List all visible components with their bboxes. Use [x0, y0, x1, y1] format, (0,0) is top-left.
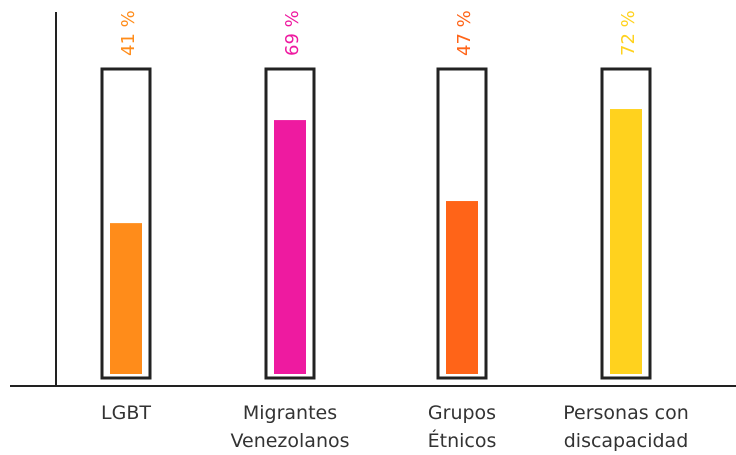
category-label-line: LGBT [101, 402, 151, 424]
category-label: Personas con discapacidad [546, 399, 706, 455]
bar [446, 201, 478, 374]
bar-frame [436, 67, 488, 380]
bar-value-label: 69 % [282, 10, 303, 56]
bar-frame [600, 67, 652, 380]
category-label: Migrantes Venezolanos [210, 399, 370, 455]
bar-frame [264, 67, 316, 380]
bar-frame [100, 67, 152, 380]
category-label-line: discapacidad [563, 430, 689, 452]
category-label-line: Étnicos [427, 430, 497, 452]
category-label-line: Venezolanos [230, 430, 350, 452]
bar-value-label: 72 % [618, 10, 639, 56]
bar-value-label: 47 % [454, 10, 475, 56]
category-label-line: Personas con [563, 402, 689, 424]
bars-group: 41 % 69 % 47 % 72 % [100, 10, 652, 380]
bar [110, 223, 142, 374]
category-label-line: Migrantes [242, 402, 338, 424]
bar [274, 120, 306, 374]
category-label: Grupos Étnicos [382, 399, 542, 455]
bar [610, 109, 642, 374]
bar-value-label: 41 % [118, 10, 139, 56]
category-label-line: Grupos [427, 402, 497, 424]
category-label: LGBT [46, 399, 206, 427]
